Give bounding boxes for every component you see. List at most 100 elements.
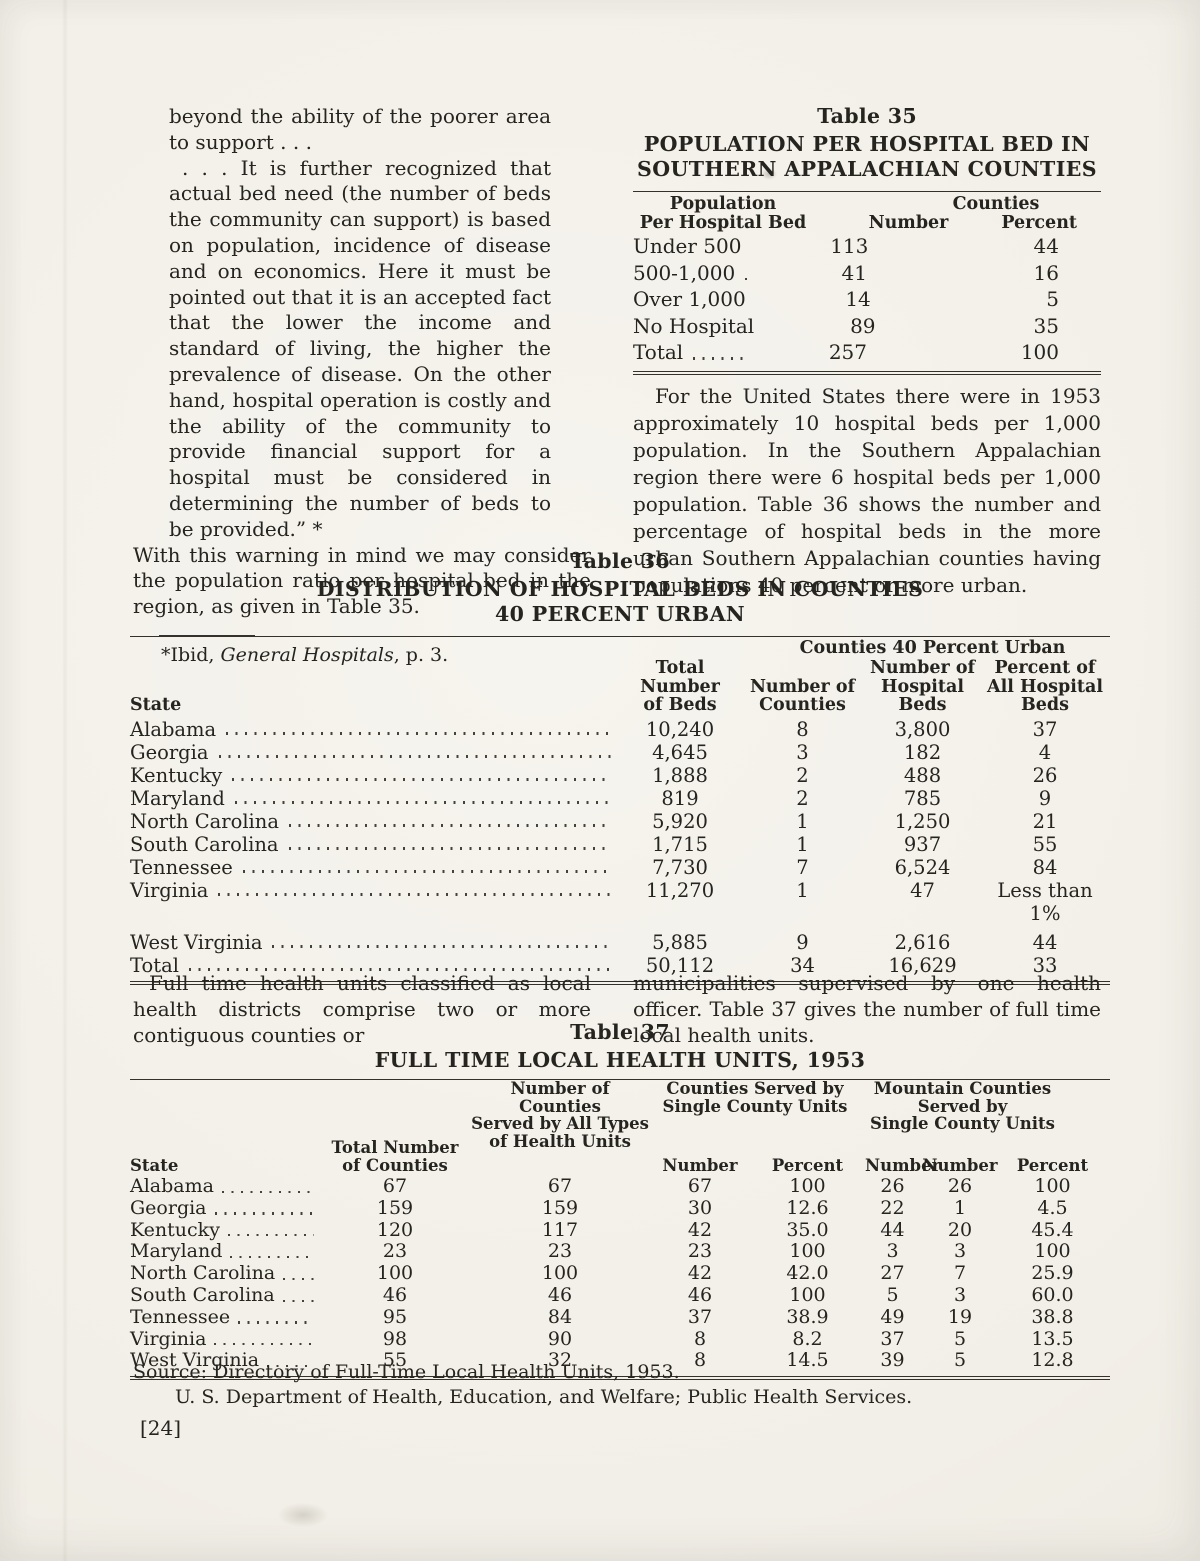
table-row: West Virginia 55 32 8 14.5 39 5 12.8 (130, 1350, 1110, 1372)
total-counties-cell: 95 (382, 1305, 408, 1328)
table-36-label: Table 36 (570, 549, 670, 573)
percent-cell: 26 (1032, 763, 1058, 787)
dot-leader (242, 870, 612, 873)
table-row: Virginia 11,270 1 47 Less than 1% (130, 879, 1110, 925)
table-36-title-line1: DISTRIBUTION OF HOSPITAL BEDS IN COUNTIE… (316, 577, 924, 601)
mountain-number-cell: 26 (947, 1175, 973, 1197)
total-counties-cell: 159 (376, 1196, 414, 1219)
mountain-number-cell: 20 (947, 1218, 973, 1241)
all-types-units-cell: 46 (547, 1283, 573, 1306)
total-beds-cell: 5,885 (652, 930, 708, 954)
number-of-counties-cell: 1 (796, 878, 809, 902)
total-counties-cell: 98 (382, 1327, 408, 1350)
row-label: No Hospital (633, 313, 755, 338)
dot-leader (226, 732, 612, 735)
state-cell: West Virginia (130, 931, 620, 954)
footnote: *Ibid, General Hospitals, p. 3. (161, 643, 591, 669)
number-of-counties-cell: 3 (796, 740, 809, 764)
single-county-number-cell: 42 (687, 1218, 713, 1241)
paragraph-warning: With this warning in mind we may conside… (133, 542, 591, 619)
table-row: Over 1,000 14 5 (633, 286, 1101, 313)
state-cell: Kentucky (130, 1219, 320, 1242)
mountain-number-cell: 5 (953, 1349, 967, 1372)
column-group-single-county-units: Counties Served by Single County Units (662, 1079, 848, 1116)
mountain-percent-cell: 100 (1034, 1240, 1071, 1263)
mountain-number-cell: 1 (953, 1196, 967, 1219)
table-row: West Virginia 5,885 9 2,616 44 (130, 931, 1110, 954)
table-35-label: Table 35 (817, 104, 917, 128)
state-cell: Maryland (130, 787, 620, 810)
source-line-2: U. S. Department of Health, Education, a… (175, 1386, 913, 1408)
footnote-suffix: , p. 3. (393, 643, 449, 666)
counties-number-cell: 89 (850, 313, 876, 338)
table-37-body: Alabama 67 67 67 100 26 26 100 Georgia 1… (130, 1175, 1110, 1372)
mountain-counties-cell: 3 (886, 1240, 899, 1263)
counties-number-cell: 41 (841, 260, 867, 285)
column-header-percent: Percent (1016, 1155, 1089, 1175)
total-counties-cell: 55 (382, 1349, 408, 1372)
number-of-counties-cell: 34 (790, 953, 815, 977)
column-group-counties: Counties Number Percent (861, 195, 1101, 233)
table-row: Georgia 4,645 3 182 4 (130, 741, 1110, 764)
table-35-header: Population Per Hospital Bed Counties Num… (633, 195, 1101, 233)
mountain-percent-cell: 4.5 (1037, 1196, 1068, 1219)
table-rule (130, 1079, 1110, 1080)
counties-percent-cell: 5 (1046, 287, 1059, 311)
state-cell: South Carolina (130, 1284, 320, 1307)
table-36-title-line2: 40 PERCENT URBAN (494, 602, 746, 626)
page-number: [24] (140, 1416, 182, 1440)
percent-cell: 84 (1032, 855, 1058, 879)
total-counties-cell: 46 (382, 1283, 408, 1306)
paper-crease (62, 0, 68, 1561)
mountain-counties-cell: 27 (880, 1262, 905, 1285)
total-beds-cell: 10,240 (645, 717, 715, 741)
mountain-number-cell: 3 (953, 1240, 967, 1263)
mountain-percent-cell: 45.4 (1031, 1218, 1074, 1241)
table-rule-bottom (130, 980, 1110, 985)
mountain-counties-cell: 37 (880, 1327, 905, 1350)
table-row: Total 257 100 (633, 339, 1101, 366)
paper-smudge (268, 1498, 338, 1532)
dot-leader (221, 1190, 314, 1193)
number-of-counties-cell: 2 (796, 763, 809, 787)
table-rule (130, 636, 1110, 637)
single-county-number-cell: 37 (687, 1305, 713, 1328)
hospital-beds-cell: 47 (910, 878, 935, 902)
column-header-number-of-counties: Number of Counties (749, 676, 856, 715)
paper-smudge (758, 166, 780, 182)
source-line-1: Source: Directory of Full-Time Local Hea… (133, 1361, 680, 1383)
table-37-header: Counties Served by Single County Units M… (130, 1080, 1110, 1176)
state-cell: Georgia (130, 1197, 320, 1220)
mountain-number-cell: 5 (953, 1327, 967, 1350)
mountain-counties-cell: 22 (880, 1196, 905, 1219)
column-header-all-types-units: Number of Counties Served by All Types o… (471, 1079, 649, 1151)
state-cell: Alabama (130, 718, 620, 741)
dot-leader (214, 1212, 314, 1215)
counties-number-cell: 14 (845, 287, 871, 311)
row-label: Under 500 (633, 234, 742, 258)
dot-leader (288, 847, 612, 850)
percent-cell: 9 (1038, 786, 1052, 810)
right-text-paragraph: For the United States there were in 1953… (633, 384, 1101, 597)
single-county-number-cell: 42 (687, 1262, 713, 1285)
percent-cell: 4 (1038, 740, 1052, 764)
hospital-beds-cell: 937 (903, 832, 942, 856)
table-35-title-line2: SOUTHERN APPALACHIAN COUNTIES (637, 157, 1097, 181)
column-header-state: State (130, 695, 182, 715)
total-counties-cell: 67 (382, 1175, 408, 1197)
state-cell: North Carolina (130, 810, 620, 833)
mountain-percent-cell: 25.9 (1031, 1262, 1074, 1285)
total-beds-cell: 11,270 (645, 878, 715, 902)
hospital-beds-cell: 6,524 (894, 855, 951, 879)
total-beds-cell: 1,715 (652, 832, 708, 856)
column-header-number: Number (662, 1155, 738, 1175)
state-cell: Total (130, 954, 620, 977)
table-35-title-line1: POPULATION PER HOSPITAL BED IN (643, 132, 1091, 156)
table-row: Under 500 113 44 (633, 233, 1101, 260)
state-cell: South Carolina (130, 833, 620, 856)
counties-number-cell: 113 (830, 234, 869, 258)
column-header-percent: Percent (1001, 213, 1077, 233)
all-types-units-cell: 117 (541, 1218, 579, 1241)
column-header-total-beds: Total Number of Beds (640, 658, 720, 715)
dot-leader (188, 968, 612, 971)
